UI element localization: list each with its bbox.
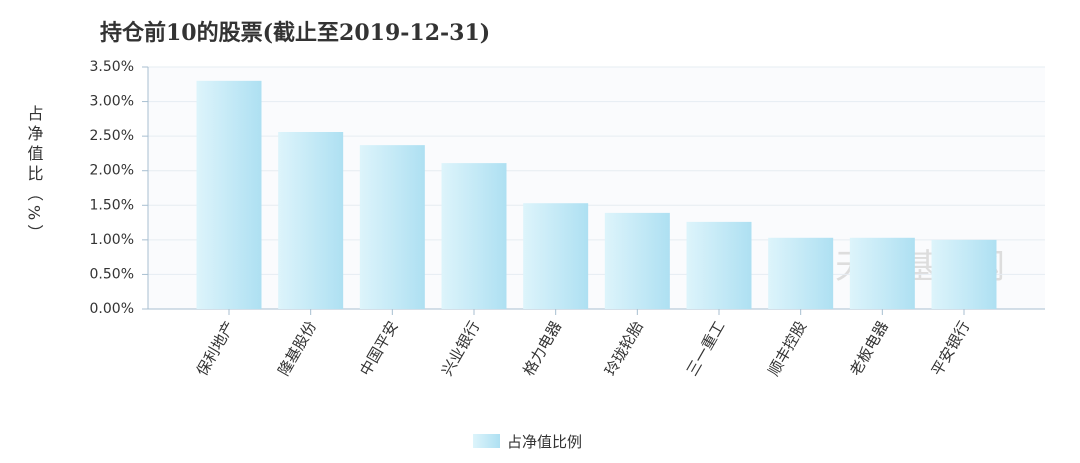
y-tick-label: 0.50% bbox=[90, 266, 134, 282]
bar bbox=[686, 221, 752, 309]
bar bbox=[523, 203, 589, 309]
bar bbox=[604, 212, 670, 309]
x-tick-label: 玲珑轮胎 bbox=[601, 318, 647, 379]
x-tick-label: 中国平安 bbox=[356, 318, 402, 379]
x-tick-label: 顺丰控股 bbox=[765, 318, 811, 379]
x-tick-label: 保利地产 bbox=[193, 318, 239, 379]
bar bbox=[441, 163, 507, 309]
x-tick-label: 隆基股份 bbox=[275, 318, 321, 379]
y-tick-label: 2.50% bbox=[90, 128, 134, 144]
y-axis-label: 占净值比（%） bbox=[25, 105, 44, 244]
legend-swatch bbox=[473, 434, 500, 448]
x-tick-label: 格力电器 bbox=[520, 318, 566, 379]
x-tick-label: 老板电器 bbox=[846, 318, 892, 379]
legend-label: 占净值比例 bbox=[507, 433, 582, 451]
x-tick-label: 兴业银行 bbox=[438, 318, 484, 379]
bar bbox=[931, 239, 997, 309]
y-tick-label: 1.00% bbox=[90, 232, 134, 248]
x-tick-label: 三一重工 bbox=[683, 318, 729, 379]
x-tick-label: 平安银行 bbox=[928, 318, 974, 379]
y-tick-label: 3.50% bbox=[90, 59, 134, 75]
bar bbox=[196, 80, 262, 309]
y-tick-label: 0.00% bbox=[90, 301, 134, 317]
y-tick-label: 1.50% bbox=[90, 197, 134, 213]
y-tick-label: 2.00% bbox=[90, 163, 134, 179]
bar bbox=[359, 145, 425, 309]
bar bbox=[278, 131, 344, 309]
bar bbox=[849, 237, 915, 309]
chart-title: 持仓前10的股票(截止至2019-12-31) bbox=[100, 20, 490, 46]
y-tick-label: 3.00% bbox=[90, 94, 134, 110]
bar bbox=[768, 237, 834, 309]
